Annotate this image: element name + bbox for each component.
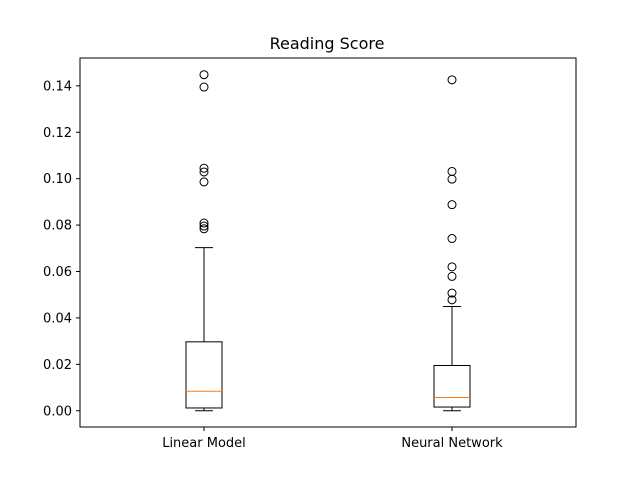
outlier-point [447,75,457,85]
box [185,341,223,409]
outlier-point [199,167,209,177]
outlier-point [199,163,209,173]
plot-frame [79,57,577,428]
outlier-point [199,70,209,80]
outlier-point [447,262,457,272]
y-tick-label: 0.02 [43,358,72,373]
outlier-point [447,174,457,184]
outlier-point [199,221,209,231]
y-tick-label: 0.06 [43,265,72,280]
y-tick-label: 0.04 [43,311,72,326]
outlier-point [199,177,209,187]
y-tick-label: 0.10 [43,172,72,187]
outlier-point [447,200,457,210]
outlier-point [447,271,457,281]
outlier-point [199,82,209,92]
box [433,365,471,408]
y-tick-label: 0.14 [43,79,72,94]
outlier-point [447,295,457,305]
outlier-point [199,218,209,228]
outlier-point [447,166,457,176]
y-tick-label: 0.00 [43,404,72,419]
y-tick-label: 0.12 [43,126,72,141]
outlier-point [447,234,457,244]
outlier-point [199,224,209,234]
chart-title: Reading Score [270,34,385,53]
x-tick-label: Linear Model [162,436,246,451]
outlier-point [447,288,457,298]
y-tick-label: 0.08 [43,219,72,234]
x-tick-label: Neural Network [401,436,503,451]
plot-layer: 0.00 0.02 0.04 0.06 0.08 0.10 0.12 0.14 Linear M… [43,70,503,451]
